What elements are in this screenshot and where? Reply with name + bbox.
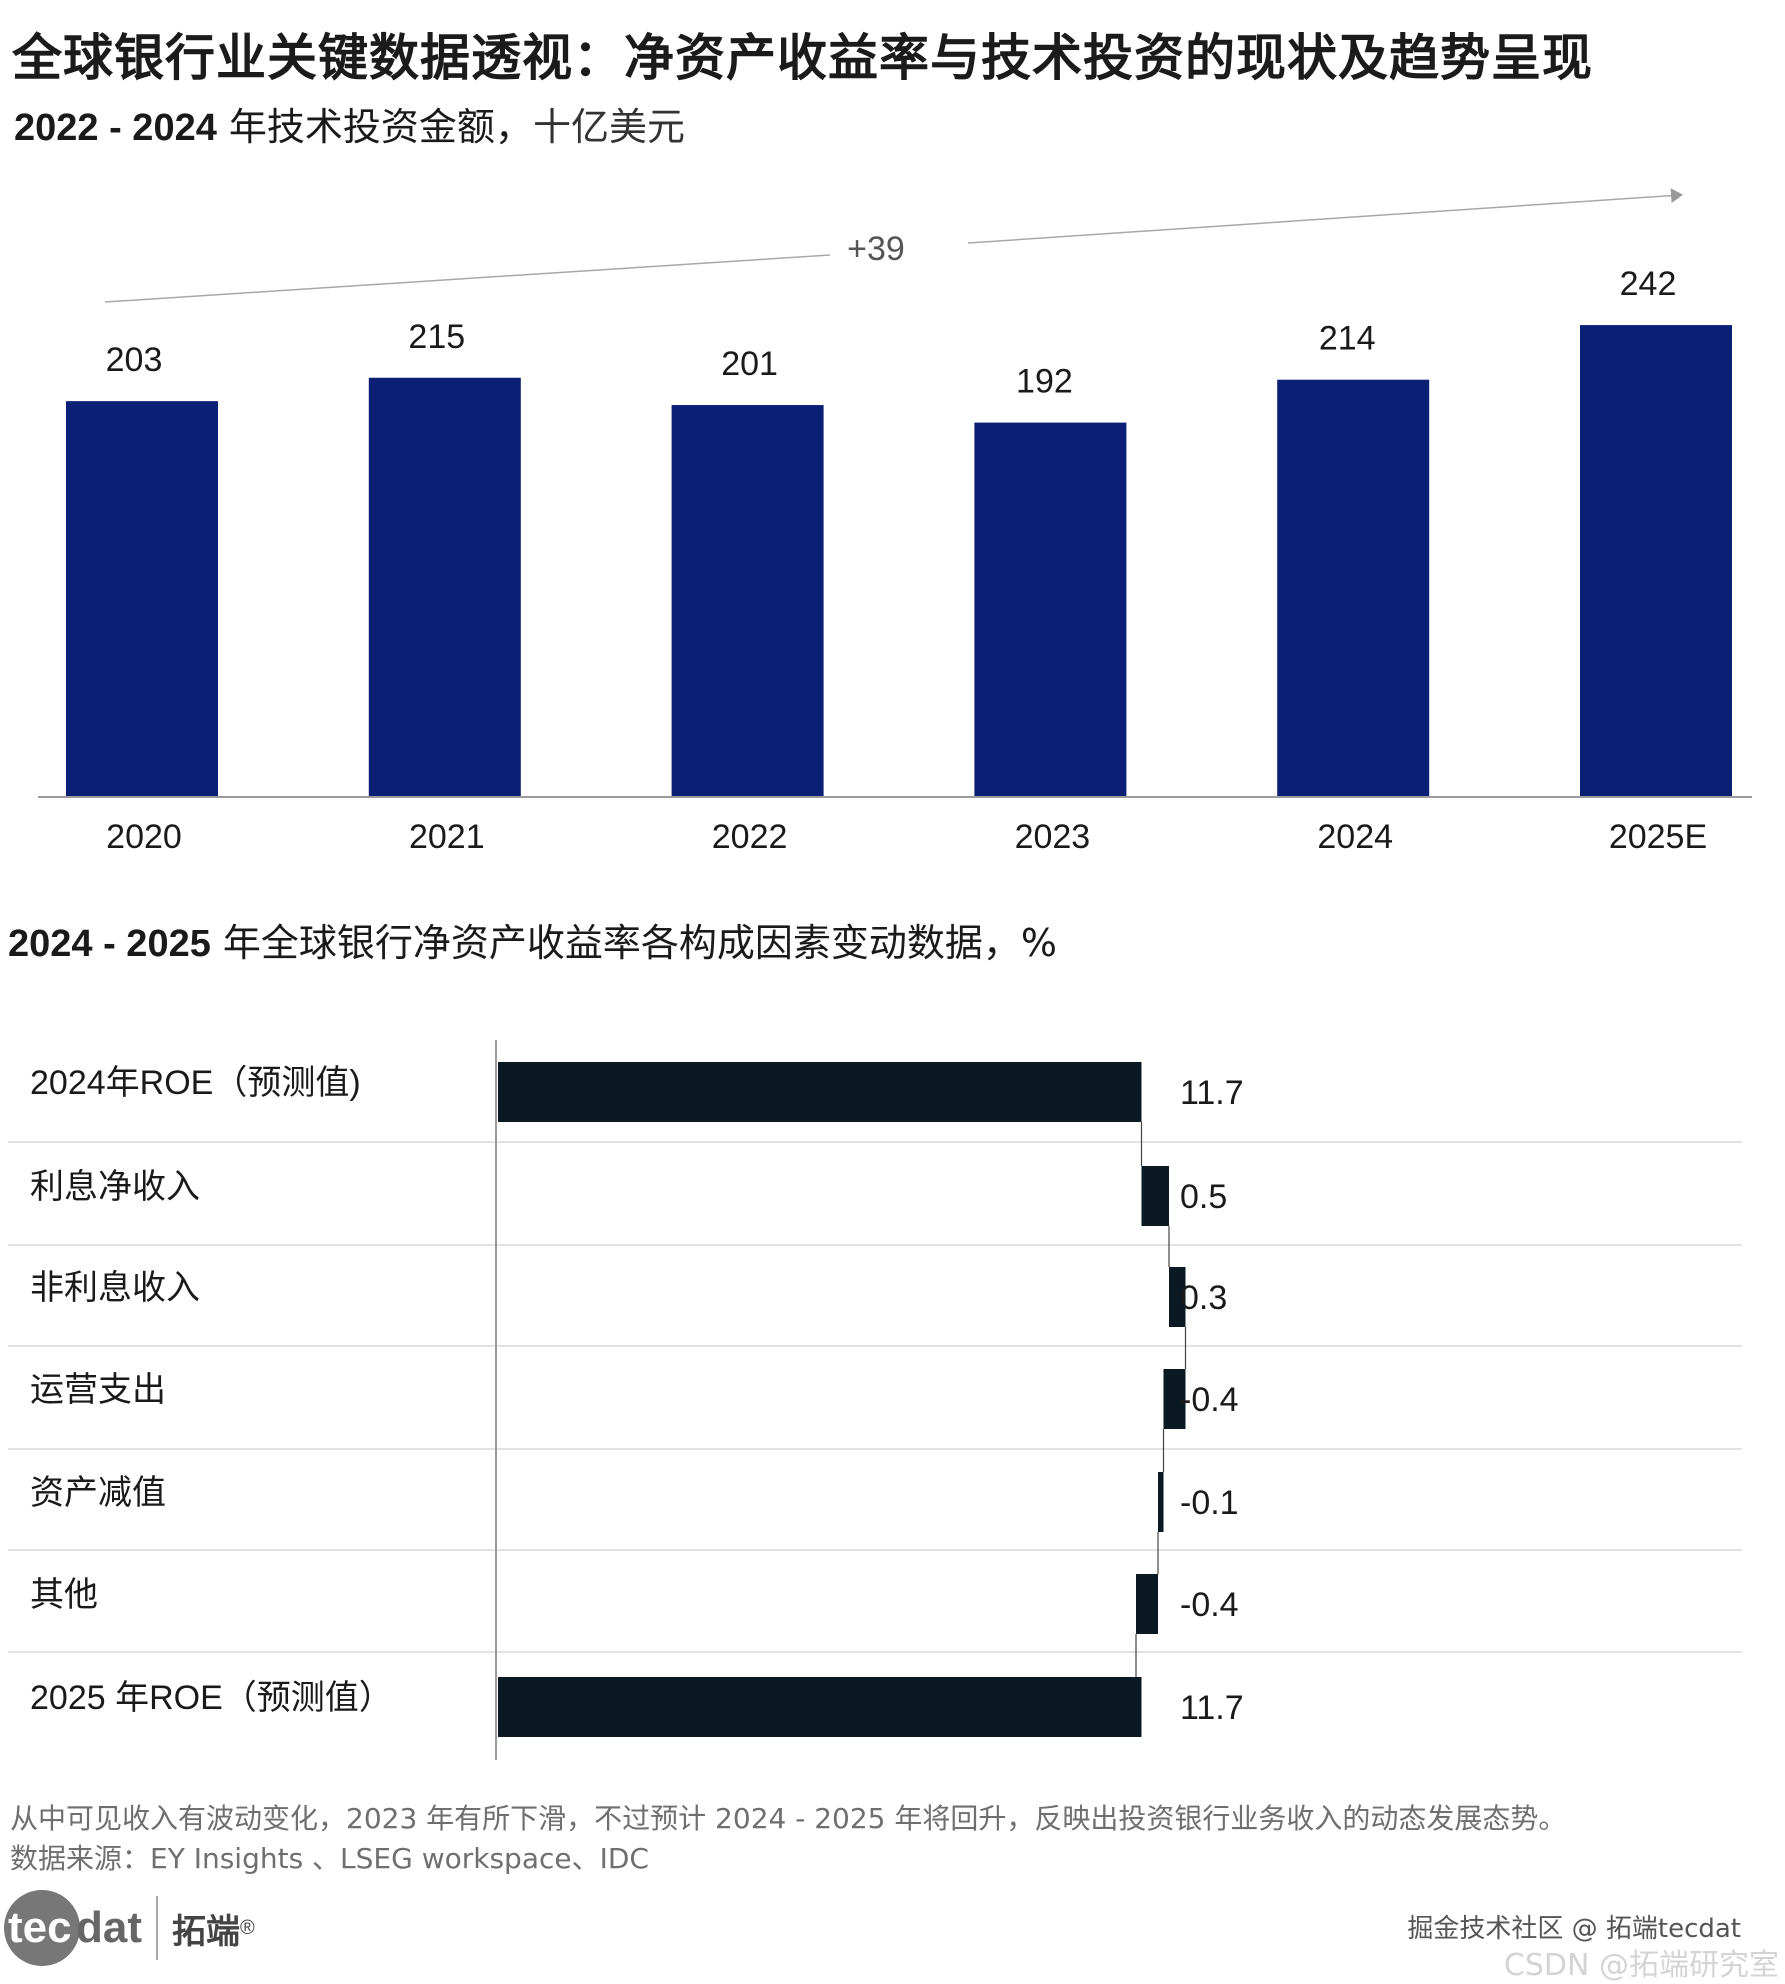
bar-value-label: 203 <box>106 341 163 379</box>
trend-line-right <box>967 188 1683 244</box>
bar-value-label: 201 <box>721 345 778 383</box>
logo-text: dat <box>76 1903 142 1952</box>
footer-note: 从中可见收入有波动变化，2023 年有所下滑，不过预计 2024 - 2025 … <box>10 1802 1567 1835</box>
bar-2021 <box>368 377 521 797</box>
category-label: 2024年ROE（预测值) <box>30 1064 361 1102</box>
x-tick-label: 2024 <box>1317 818 1393 856</box>
waterfall-bar <box>1158 1472 1164 1532</box>
category-label: 资产减值 <box>30 1474 166 1512</box>
waterfall-value-label: 11.7 <box>1180 1074 1244 1112</box>
waterfall-bar <box>498 1062 1142 1122</box>
x-tick-label: 2025E <box>1609 818 1707 856</box>
bar-2024 <box>1277 379 1430 797</box>
category-label: 2025 年ROE（预测值） <box>30 1679 393 1717</box>
tecdat-logo: tec dat 拓端 ® <box>4 1888 255 1968</box>
waterfall-bar <box>1136 1574 1158 1634</box>
waterfall-value-label: 0.3 <box>1180 1279 1227 1317</box>
bar-value-label: 215 <box>408 318 465 356</box>
chart1-heading-unit: 十亿美元 <box>532 105 685 149</box>
x-tick-label: 2021 <box>409 818 485 856</box>
bar-2020 <box>66 401 218 797</box>
watermark-csdn: CSDN @拓端研究室 <box>1503 1948 1779 1983</box>
waterfall-value-label: -0.4 <box>1180 1586 1239 1624</box>
chart2-heading: 2024 - 2025 年全球银行净资产收益率各构成因素变动数据，% <box>8 912 1057 967</box>
bar-value-label: 242 <box>1620 265 1677 303</box>
logo-divider <box>156 1896 158 1960</box>
page-title: 全球银行业关键数据透视：净资产收益率与技术投资的现状及趋势呈现 <box>12 29 1593 87</box>
trend-line-left <box>104 254 831 303</box>
bar-2025E <box>1580 325 1732 797</box>
waterfall-value-label: 0.5 <box>1180 1178 1227 1216</box>
chart2-heading-years: 2024 - 2025 <box>8 923 211 965</box>
waterfall-bar <box>1163 1369 1186 1429</box>
waterfall-value-label: 11.7 <box>1180 1689 1244 1727</box>
chart1-heading-text: 年技术投资金额， <box>216 105 533 149</box>
logo-registered: ® <box>240 1916 255 1939</box>
waterfall-value-label: -0.1 <box>1180 1484 1239 1522</box>
waterfall-bar <box>1141 1166 1169 1226</box>
bar-2022 <box>671 405 824 797</box>
roe-waterfall-chart: 11.7 2024年ROE（预测值) 0.5 利息净收入 0.3 非利息收入 -0.4 运营支… <box>8 1040 1742 1760</box>
logo-circle: tec <box>4 1890 80 1966</box>
tech-investment-bar-chart: 203 2020 215 2021 201 2022 192 2023 214 2024 242 20… <box>38 188 1752 856</box>
bar-value-label: 192 <box>1016 363 1073 401</box>
category-label: 其他 <box>30 1576 98 1614</box>
category-label: 非利息收入 <box>30 1269 200 1307</box>
watermark-juejin: 掘金技术社区 @ 拓端tecdat <box>1407 1914 1741 1944</box>
chart1-heading: 2022 - 2024 年技术投资金额，十亿美元 <box>14 96 685 151</box>
logo-cn-text: 拓端 <box>172 1911 240 1952</box>
bar-value-label: 214 <box>1319 320 1376 358</box>
x-tick-label: 2022 <box>712 818 788 856</box>
x-tick-label: 2020 <box>106 818 182 856</box>
bar-2023 <box>974 422 1127 797</box>
chart2-heading-text: 年全球银行净资产收益率各构成因素变动数据，% <box>210 921 1058 965</box>
category-label: 利息净收入 <box>30 1168 200 1206</box>
chart1-heading-years: 2022 - 2024 <box>14 107 217 149</box>
trend-annotation: +39 <box>847 230 905 268</box>
waterfall-value-label: -0.4 <box>1180 1381 1239 1419</box>
waterfall-bar <box>1169 1267 1186 1327</box>
x-tick-label: 2023 <box>1015 818 1091 856</box>
waterfall-bar <box>498 1677 1142 1737</box>
category-label: 运营支出 <box>30 1371 166 1409</box>
footer-source: 数据来源：EY Insights 、LSEG workspace、IDC <box>10 1842 649 1875</box>
